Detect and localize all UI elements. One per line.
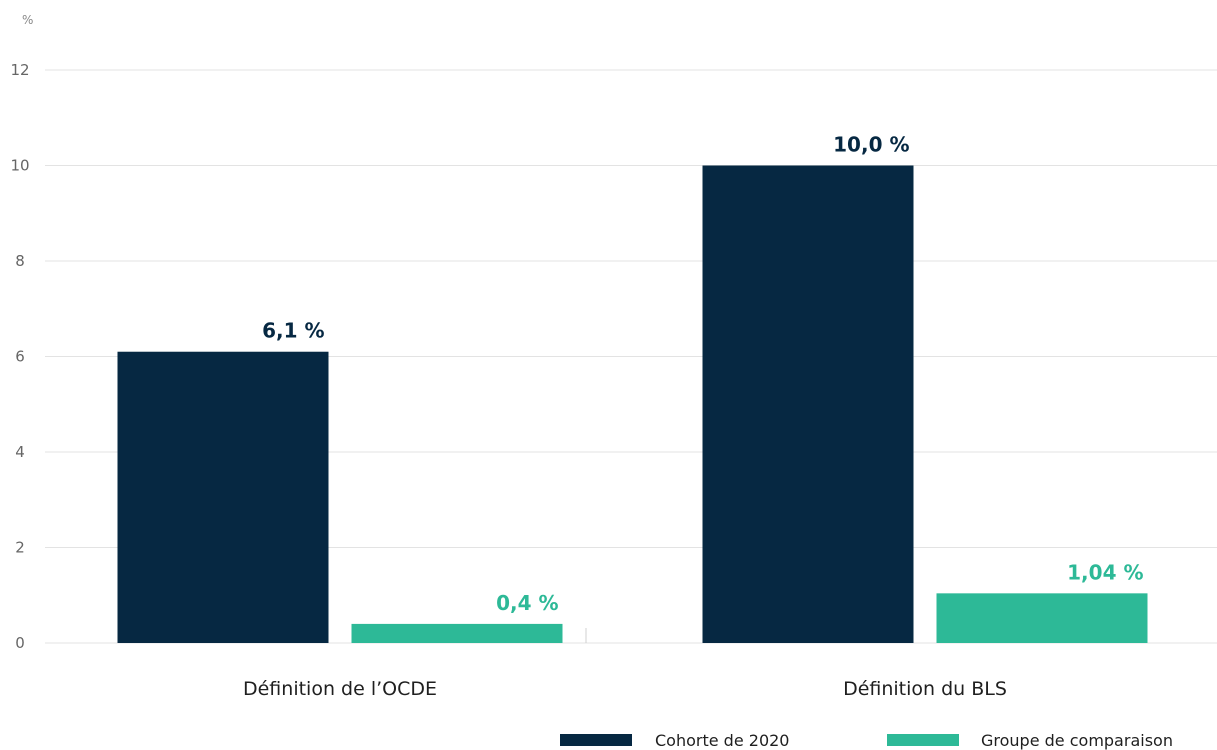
y-tick-label: 6 [15,348,25,366]
legend-swatch [887,734,959,746]
y-tick-label: 0 [15,634,25,652]
legend-label: Cohorte de 2020 [655,731,789,750]
data-labels: 6,1 % 0,4 % 10,0 % 1,04 % [262,133,1143,615]
bars [117,165,1148,643]
legend-label: Groupe de comparaison [981,731,1173,750]
x-axis-categories: Définition de l’OCDE Définition du BLS [243,678,1007,700]
y-tick-label: 8 [15,252,25,270]
y-tick-label: 4 [15,443,25,461]
data-label: 0,4 % [496,591,558,615]
y-tick-label: 10 [10,157,29,175]
x-category-label: Définition de l’OCDE [243,678,437,700]
data-label: 6,1 % [262,319,324,343]
legend-swatch [560,734,632,746]
y-axis-unit: % [22,13,33,27]
bar [936,593,1148,643]
y-tick-label: 12 [10,61,29,79]
bar [117,351,329,643]
data-label: 10,0 % [833,133,909,157]
data-label: 1,04 % [1067,560,1143,584]
y-tick-label: 2 [15,539,25,557]
y-axis-ticks: 0 2 4 6 8 10 12 [10,61,29,652]
bar [351,623,563,643]
x-category-label: Définition du BLS [843,678,1007,700]
bar [702,165,914,643]
legend: Cohorte de 2020 Groupe de comparaison [560,731,1173,750]
